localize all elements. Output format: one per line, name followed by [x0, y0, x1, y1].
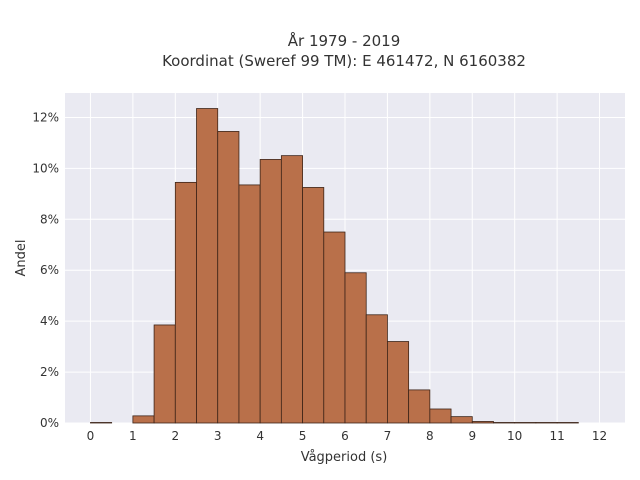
histogram-bars: [90, 108, 579, 424]
histogram-bar: [153, 324, 176, 424]
x-tick-label: 8: [426, 429, 434, 443]
x-tick-label: 6: [341, 429, 349, 443]
histogram-bar: [174, 181, 197, 424]
y-axis-ticks: 0% 2% 4% 6% 8% 10% 12%: [32, 110, 59, 430]
histogram-bar: [429, 408, 452, 424]
y-tick-label: 0%: [40, 416, 59, 430]
y-tick-label: 4%: [40, 314, 59, 328]
x-tick-label: 10: [507, 429, 522, 443]
y-tick-label: 2%: [40, 365, 59, 379]
x-tick-label: 7: [384, 429, 392, 443]
x-axis-label: Vågperiod (s): [301, 450, 388, 465]
histogram-bar: [450, 416, 473, 424]
x-tick-label: 1: [129, 429, 137, 443]
histogram-bar: [259, 159, 282, 424]
histogram-bar: [514, 422, 537, 424]
histogram-bar: [90, 422, 113, 424]
histogram-bar: [344, 272, 367, 424]
histogram-bar: [238, 184, 261, 424]
x-tick-label: 3: [214, 429, 222, 443]
y-tick-label: 10%: [32, 161, 59, 175]
x-tick-label: 2: [171, 429, 179, 443]
chart-subtitle: Koordinat (Sweref 99 TM): E 461472, N 61…: [162, 52, 526, 70]
histogram-bar: [493, 422, 516, 424]
x-tick-label: 12: [592, 429, 607, 443]
chart-title: År 1979 - 2019: [288, 31, 401, 50]
histogram-bar: [387, 341, 410, 424]
y-tick-label: 6%: [40, 263, 59, 277]
histogram-bar: [302, 187, 325, 424]
histogram-bar: [196, 108, 219, 424]
y-axis-label: Andel: [14, 240, 29, 277]
histogram-bar: [217, 131, 240, 424]
histogram-bar: [132, 415, 155, 424]
y-tick-label: 8%: [40, 212, 59, 226]
histogram-bar: [535, 422, 558, 424]
x-tick-label: 11: [549, 429, 564, 443]
x-tick-label: 5: [299, 429, 307, 443]
histogram-bar: [323, 231, 346, 424]
x-axis-ticks: 0 1 2 3 4 5 6 7 8 9 10 11 12: [87, 429, 608, 443]
histogram-bar: [408, 389, 431, 424]
x-tick-label: 0: [87, 429, 95, 443]
y-tick-label: 12%: [32, 110, 59, 124]
histogram-bar: [556, 422, 579, 424]
histogram-bar: [471, 421, 494, 424]
histogram-bar: [365, 314, 388, 424]
x-tick-label: 9: [468, 429, 476, 443]
histogram-bar: [280, 155, 303, 424]
x-tick-label: 4: [256, 429, 264, 443]
